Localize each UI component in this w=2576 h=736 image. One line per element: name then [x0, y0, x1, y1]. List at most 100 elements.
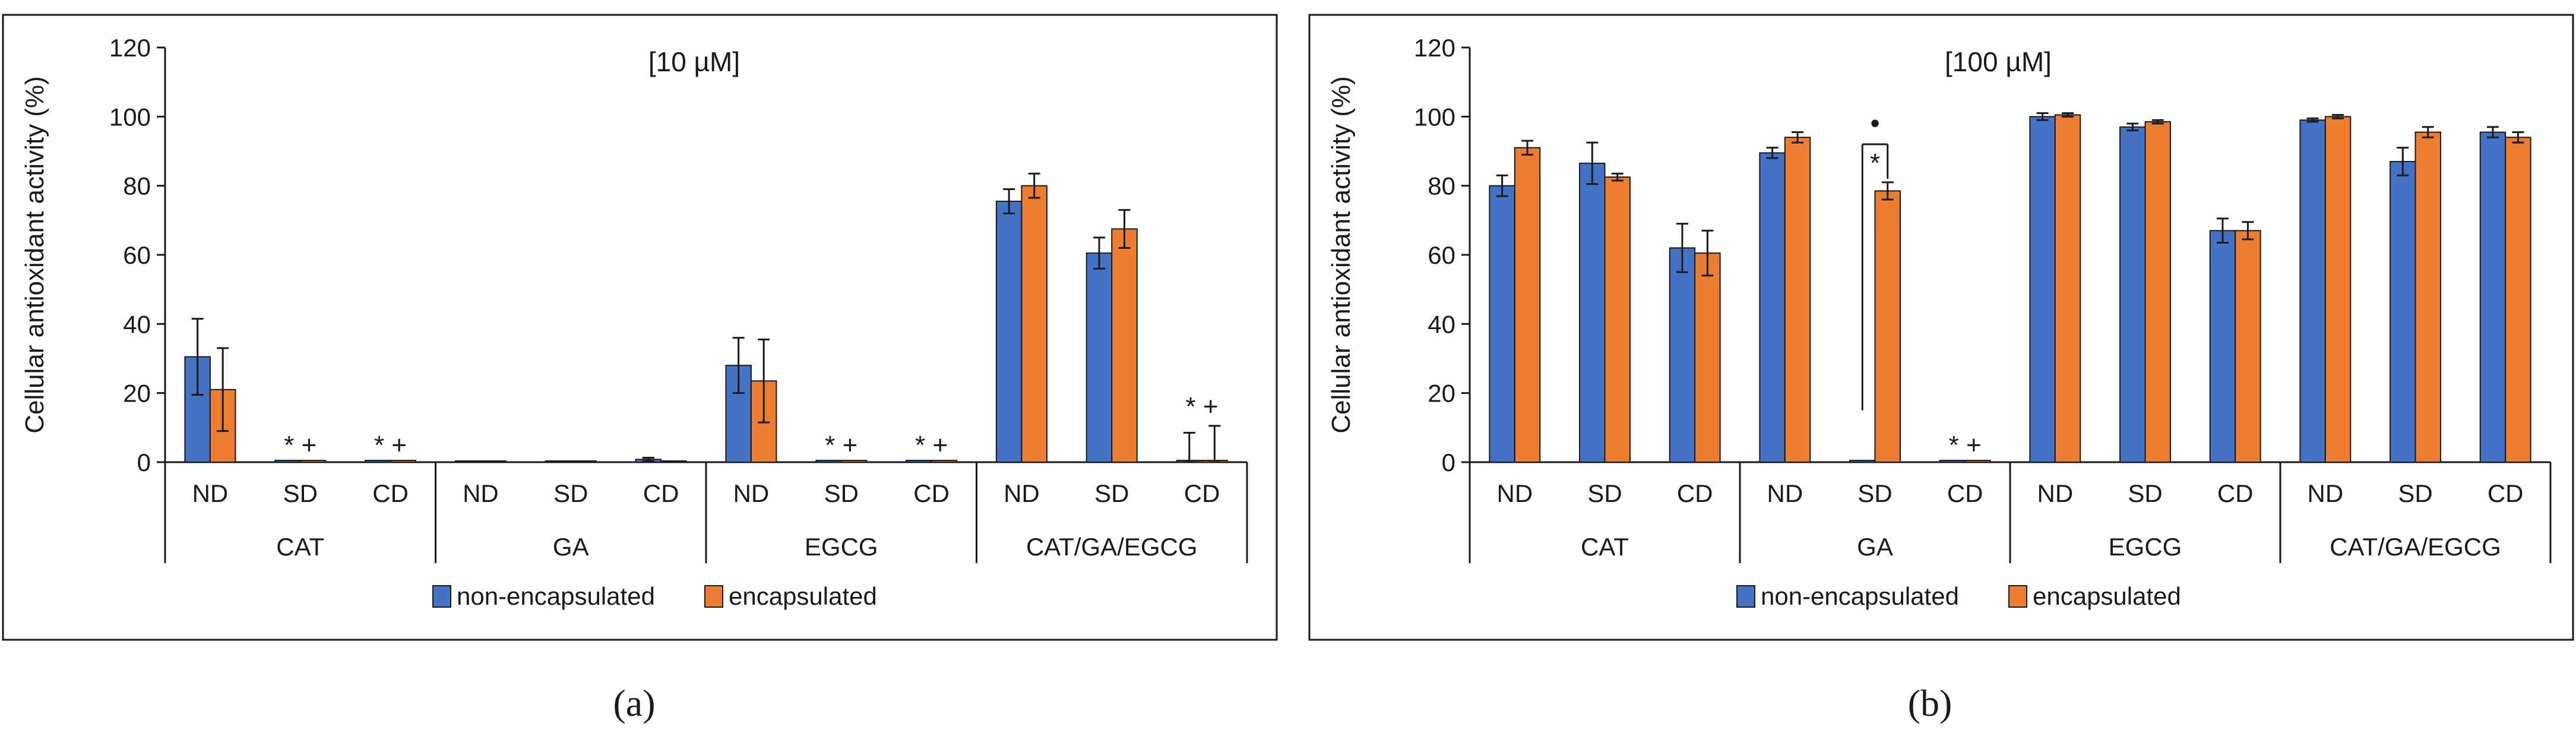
significance-marker: * + — [825, 431, 857, 460]
error-bar — [1208, 425, 1221, 463]
error-bar — [1028, 172, 1040, 199]
y-tick-label: 100 — [1414, 103, 1455, 131]
category-label: SD — [283, 479, 318, 507]
group-label: CAT/GA/EGCG — [2330, 533, 2501, 561]
bar-non-encapsulated — [2209, 230, 2236, 463]
error-bar — [2397, 147, 2409, 176]
legend: non-encapsulated encapsulated — [1736, 582, 2181, 610]
significance-marker: * + — [284, 431, 317, 460]
category-label: CD — [2217, 479, 2254, 507]
error-bar — [2126, 122, 2139, 132]
bar-encapsulated — [2054, 114, 2081, 463]
bar-non-encapsulated — [454, 460, 482, 463]
bar-non-encapsulated — [2479, 131, 2507, 463]
legend-swatch-non-encapsulated — [432, 585, 451, 608]
bar-non-encapsulated — [906, 460, 932, 463]
chart-title: [10 µM] — [648, 46, 740, 77]
error-bar — [1093, 236, 1105, 270]
category-label: ND — [463, 479, 499, 507]
bar-encapsulated — [480, 460, 507, 463]
y-tick-label: 120 — [109, 34, 151, 62]
category-label: SD — [1094, 479, 1129, 507]
legend-label-encapsulated: encapsulated — [2033, 582, 2181, 610]
chart-title: [100 µM] — [1945, 46, 2052, 77]
bar-non-encapsulated — [1489, 185, 1515, 463]
error-bar — [1792, 131, 1804, 144]
group-label: CAT/GA/EGCG — [1026, 533, 1198, 561]
bar-encapsulated — [299, 460, 327, 463]
bar-encapsulated — [1964, 460, 1991, 463]
significance-marker: • — [1870, 108, 1879, 138]
error-bar — [1611, 172, 1624, 182]
panel-caption: (a) — [613, 682, 655, 724]
error-bar — [758, 339, 770, 424]
category-label: CD — [372, 479, 409, 507]
bar-encapsulated — [570, 460, 597, 463]
error-bar — [2062, 112, 2074, 118]
group-label: EGCG — [805, 533, 878, 561]
bar-non-encapsulated — [1579, 162, 1606, 463]
y-tick-label: 80 — [123, 172, 151, 200]
category-label: ND — [733, 479, 770, 507]
error-bar — [1118, 209, 1131, 249]
bar-non-encapsulated — [1669, 247, 1696, 463]
y-tick-label: 40 — [1428, 310, 1455, 338]
significance-marker: * — [1870, 149, 1880, 178]
category-label: ND — [1004, 479, 1040, 507]
bar-encapsulated — [660, 460, 687, 463]
bar-non-encapsulated — [1759, 152, 1786, 463]
category-label: ND — [192, 479, 229, 507]
error-bar — [1183, 432, 1195, 463]
legend-label-non-encapsulated: non-encapsulated — [1761, 582, 1959, 610]
bar-encapsulated — [1784, 137, 1811, 463]
group-label: CAT — [1581, 533, 1629, 561]
y-tick-label: 60 — [123, 241, 151, 269]
significance-marker: * + — [1186, 392, 1219, 421]
bar-encapsulated — [2414, 131, 2441, 463]
error-bar — [2151, 119, 2164, 125]
significance-marker: * + — [1949, 431, 1982, 460]
bar-encapsulated — [1604, 176, 1631, 463]
error-bar — [2036, 112, 2049, 121]
bar-non-encapsulated — [545, 460, 572, 463]
error-bar — [1003, 188, 1015, 214]
bar-encapsulated — [1694, 252, 1721, 463]
panel-frame — [2, 14, 1278, 641]
y-tick-label: 20 — [1428, 380, 1455, 408]
bar-non-encapsulated — [2029, 116, 2056, 463]
bar-encapsulated — [840, 460, 868, 463]
legend-swatch-encapsulated — [2008, 585, 2027, 608]
bar-non-encapsulated — [815, 460, 842, 463]
error-bar — [1586, 141, 1599, 185]
y-tick-label: 0 — [1442, 448, 1455, 476]
error-bar — [1881, 181, 1894, 201]
panel-frame — [1308, 14, 2574, 641]
category-label: CD — [1184, 479, 1220, 507]
legend-swatch-encapsulated — [704, 585, 723, 608]
category-label: SD — [2398, 479, 2432, 507]
bar-non-encapsulated — [1939, 460, 1966, 463]
error-bar — [191, 318, 204, 396]
y-tick-label: 60 — [1428, 241, 1455, 269]
y-axis-title: Cellular antioxidant activity (%) — [1327, 76, 1356, 434]
category-label: SD — [1587, 479, 1622, 507]
category-label: SD — [553, 479, 588, 507]
error-bar — [2242, 221, 2254, 241]
error-bar — [2422, 126, 2434, 138]
category-label: SD — [2128, 479, 2162, 507]
bar-encapsulated — [2324, 116, 2352, 463]
error-bar — [2306, 117, 2319, 123]
category-label: CD — [913, 479, 950, 507]
significance-bracket — [1861, 143, 1889, 410]
error-bar — [2216, 217, 2229, 244]
error-bar — [2332, 113, 2344, 119]
error-bar — [642, 456, 654, 462]
bar-encapsulated — [1514, 147, 1541, 463]
group-label: GA — [553, 533, 589, 561]
error-bar — [1496, 174, 1508, 197]
category-label: CD — [643, 479, 679, 507]
bar-non-encapsulated — [2390, 160, 2416, 463]
error-bar — [1701, 229, 1714, 277]
